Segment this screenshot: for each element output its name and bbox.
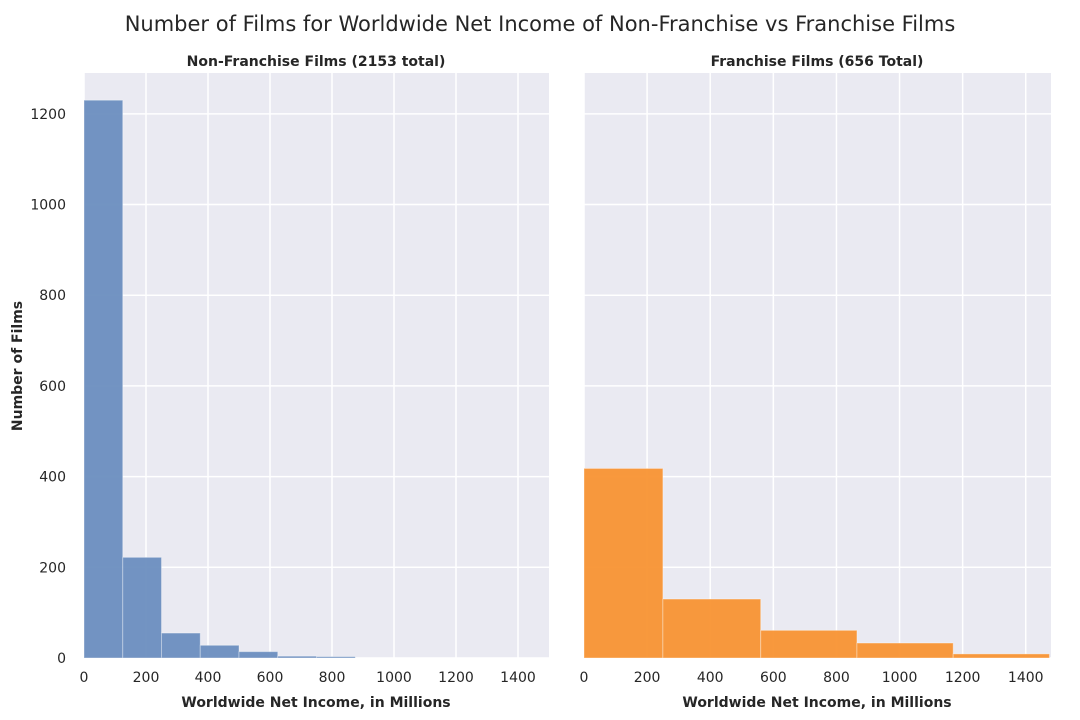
panel-franchise: Franchise Films (656 Total) Worldwide Ne… [580,54,1051,711]
x-tick-label: 0 [580,670,589,686]
histogram-bar [856,642,954,659]
x-tick-label: 400 [195,670,222,686]
y-tick-label: 600 [39,379,66,395]
histogram-bar [277,655,317,659]
panel-title-non-franchise: Non-Franchise Films (2153 total) [187,54,446,70]
y-tick-label: 400 [39,470,66,486]
x-tick-label: 1200 [438,670,474,686]
x-tick-label: 1000 [882,670,918,686]
x-tick-label: 600 [760,670,787,686]
x-tick-label: 600 [257,670,284,686]
panel-non-franchise: Non-Franchise Films (2153 total) Worldwi… [30,54,549,711]
histogram-bar [122,556,162,659]
histogram-bar [316,656,356,659]
x-tick-label: 0 [80,670,89,686]
histogram-bar [952,653,1050,659]
y-tick-label: 200 [39,560,66,576]
histogram-bar [760,629,858,659]
x-tick-label: 200 [133,670,160,686]
y-tick-label: 0 [57,651,66,667]
x-tick-label: 1000 [376,670,412,686]
y-tick-label: 800 [39,288,66,304]
x-tick-label: 800 [319,670,346,686]
x-tick-label: 200 [634,670,661,686]
histogram-bar [583,467,664,659]
chart-title: Number of Films for Worldwide Net Income… [125,12,956,36]
y-axis-label: Number of Films [10,301,26,431]
y-tick-label: 1000 [30,198,66,214]
x-tick-label: 1400 [500,670,536,686]
y-tick-label: 1200 [30,107,66,123]
x-tick-label: 1400 [1008,670,1044,686]
histogram-bar [199,644,240,659]
x-tick-label: 800 [823,670,850,686]
x-axis-label-non-franchise: Worldwide Net Income, in Millions [181,695,450,711]
x-tick-label: 1200 [945,670,981,686]
histogram-bar [161,632,201,659]
histogram-bar [662,598,762,659]
panel-title-franchise: Franchise Films (656 Total) [711,54,924,70]
histogram-bar [238,651,279,659]
histogram-bar [83,99,124,659]
x-tick-label: 400 [697,670,724,686]
x-axis-label-franchise: Worldwide Net Income, in Millions [682,695,951,711]
